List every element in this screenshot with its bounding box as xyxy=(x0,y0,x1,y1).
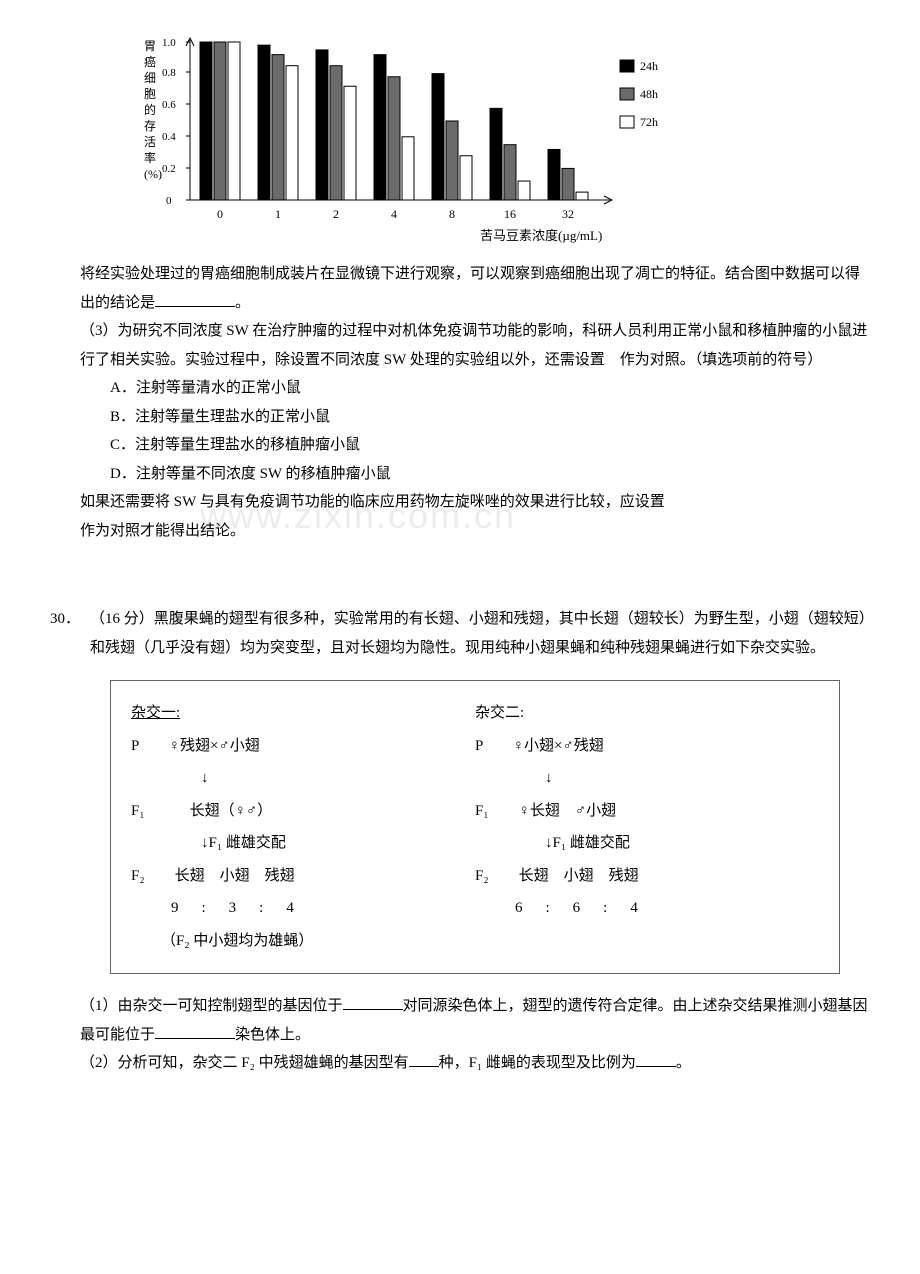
svg-text:(%): (%) xyxy=(144,167,162,181)
svg-text:1.0: 1.0 xyxy=(162,37,176,49)
svg-text:0.2: 0.2 xyxy=(162,163,176,175)
choice-b: B．注射等量生理盐水的正常小鼠 xyxy=(110,403,870,432)
survival-rate-chart: 胃 癌 细 胞 的 存 活 率 (%) 0 0.2 0.4 0.6 0.8 1.… xyxy=(130,30,690,250)
svg-text:0: 0 xyxy=(166,195,172,207)
blank-conclusion xyxy=(155,291,235,307)
question-30: 30． （16 分）黑腹果蝇的翅型有很多种，实验常用的有长翅、小翅和残翅，其中长… xyxy=(50,605,870,1078)
y-ticks: 0 0.2 0.4 0.6 0.8 1.0 xyxy=(162,37,190,207)
svg-text:16: 16 xyxy=(504,207,516,221)
cross1-arrow1: ↓ xyxy=(201,764,475,793)
svg-text:细: 细 xyxy=(144,71,156,85)
question-body: 将经实验处理过的胃癌细胞制成装片在显微镜下进行观察，可以观察到癌细胞出现了凋亡的… xyxy=(80,260,870,545)
cross1-f2: F₂ 长翅 小翅 残翅 xyxy=(131,862,475,891)
cross1-arrow2: ↓F₁ 雌雄交配 xyxy=(201,829,475,858)
cross2-arrow2: ↓F₁ 雌雄交配 xyxy=(545,829,819,858)
svg-text:存: 存 xyxy=(144,119,156,133)
cross1-title: 杂交一: xyxy=(131,699,475,728)
blank-genotype-count xyxy=(409,1051,439,1067)
q30-sub2: （2）分析可知，杂交二 F₂ 中残翅雄蝇的基因型有种，F₁ 雌蝇的表现型及比例为… xyxy=(80,1049,870,1078)
svg-text:0.8: 0.8 xyxy=(162,67,176,79)
cross2-f1: F₁ ♀长翅 ♂小翅 xyxy=(475,797,819,826)
cross2-f2: F₂ 长翅 小翅 残翅 xyxy=(475,862,819,891)
svg-text:2: 2 xyxy=(333,207,339,221)
blank-phenotype-ratio xyxy=(636,1051,676,1067)
svg-text:32: 32 xyxy=(562,207,574,221)
svg-text:的: 的 xyxy=(144,102,156,117)
q30-sub1: （1）由杂交一可知控制翅型的基因位于对同源染色体上，翅型的遗传符合定律。由上述杂… xyxy=(80,992,870,1049)
chart-svg: 胃 癌 细 胞 的 存 活 率 (%) 0 0.2 0.4 0.6 0.8 1.… xyxy=(130,30,690,250)
svg-text:0.6: 0.6 xyxy=(162,99,176,111)
cross2-p: P ♀小翅×♂残翅 xyxy=(475,732,819,761)
legend-48h: 48h xyxy=(640,87,658,101)
svg-text:胞: 胞 xyxy=(144,87,156,101)
choice-a: A．注射等量清水的正常小鼠 xyxy=(110,374,870,403)
y-axis-label: 胃 xyxy=(144,39,156,53)
svg-text:癌: 癌 xyxy=(144,54,156,69)
svg-text:1: 1 xyxy=(275,207,281,221)
para-q3: （3）为研究不同浓度 SW 在治疗肿瘤的过程中对机体免疫调节功能的影响，科研人员… xyxy=(80,317,870,374)
chart-legend: 24h 48h 72h xyxy=(620,59,658,129)
legend-24h: 24h xyxy=(640,59,658,73)
cross-experiment-box: 杂交一: P ♀残翅×♂小翅 ↓ F₁ 长翅（♀♂） ↓F₁ 雌雄交配 F₂ 长… xyxy=(110,680,840,974)
q30-stem: （16 分）黑腹果蝇的翅型有很多种，实验常用的有长翅、小翅和残翅，其中长翅（翅较… xyxy=(90,605,870,662)
svg-text:0.4: 0.4 xyxy=(162,131,176,143)
cross1-p: P ♀残翅×♂小翅 xyxy=(131,732,475,761)
svg-text:0: 0 xyxy=(217,207,223,221)
blank-chromosome xyxy=(155,1023,235,1039)
cross2-arrow1: ↓ xyxy=(545,764,819,793)
svg-text:4: 4 xyxy=(391,207,397,221)
blank-chrom-pairs xyxy=(343,994,403,1010)
cross1-note: （F₂ 中小翅均为雄蝇） xyxy=(161,927,475,956)
choice-c: C．注射等量生理盐水的移植肿瘤小鼠 xyxy=(110,431,870,460)
q30-number: 30． xyxy=(50,605,90,662)
x-axis-label: 苦马豆素浓度(µg/mL) xyxy=(480,228,602,243)
legend-72h: 72h xyxy=(640,115,658,129)
bar-groups xyxy=(200,42,588,200)
para-compare: 如果还需要将 SW 与具有免疫调节功能的临床应用药物左旋咪唑的效果进行比较，应设… xyxy=(80,488,870,545)
watermark-text: www.zixin.com.cn xyxy=(200,482,516,550)
cross-two: 杂交二: P ♀小翅×♂残翅 ↓ F₁ ♀长翅 ♂小翅 ↓F₁ 雌雄交配 F₂ … xyxy=(475,695,819,959)
svg-text:8: 8 xyxy=(449,207,455,221)
svg-text:活: 活 xyxy=(144,135,156,149)
cross1-f1: F₁ 长翅（♀♂） xyxy=(131,797,475,826)
cross1-ratio: 9 : 3 : 4 xyxy=(171,894,475,923)
cross2-title: 杂交二: xyxy=(475,699,819,728)
svg-text:率: 率 xyxy=(144,150,156,165)
x-ticks: 0 1 2 4 8 16 32 xyxy=(217,207,574,221)
cross-one: 杂交一: P ♀残翅×♂小翅 ↓ F₁ 长翅（♀♂） ↓F₁ 雌雄交配 F₂ 长… xyxy=(131,695,475,959)
choice-d: D．注射等量不同浓度 SW 的移植肿瘤小鼠 xyxy=(110,460,870,489)
para-observation: 将经实验处理过的胃癌细胞制成装片在显微镜下进行观察，可以观察到癌细胞出现了凋亡的… xyxy=(80,260,870,317)
cross2-ratio: 6 : 6 : 4 xyxy=(515,894,819,923)
